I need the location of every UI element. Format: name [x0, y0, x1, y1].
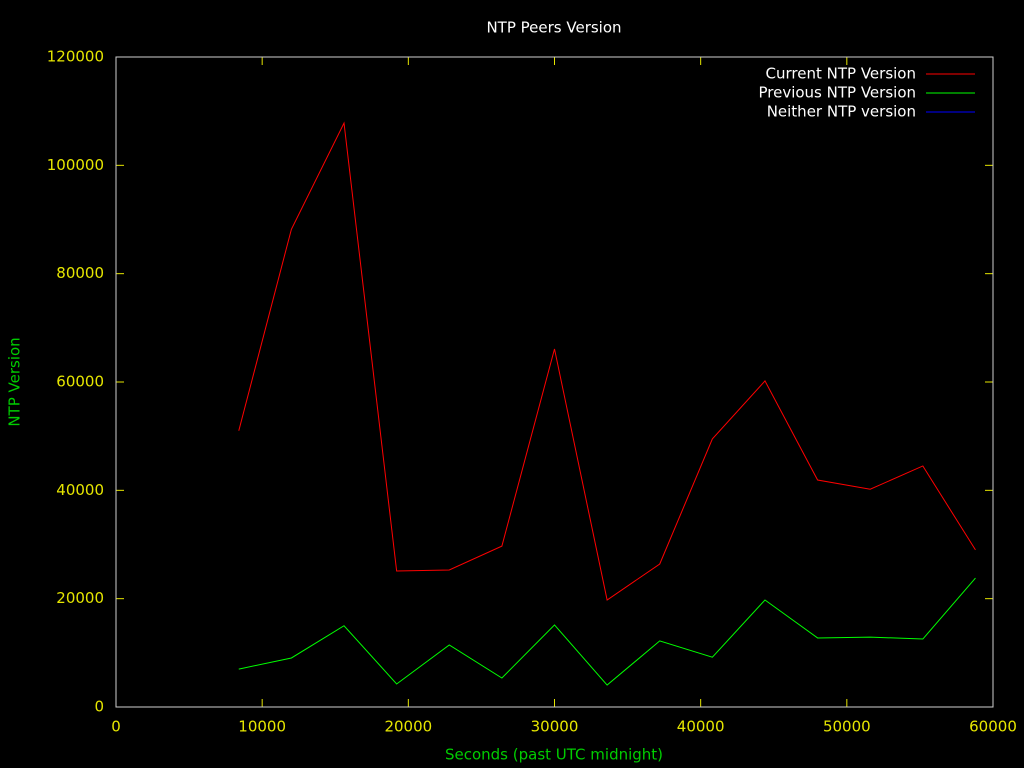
plot-border: [115, 56, 994, 708]
x-tick-label: 20000: [384, 718, 432, 736]
y-axis-label: NTP Version: [6, 337, 24, 426]
legend-label: Current NTP Version: [766, 65, 916, 83]
x-tick-label: 50000: [823, 718, 871, 736]
y-tick-label: 60000: [56, 373, 104, 391]
legend-label: Neither NTP version: [767, 103, 916, 121]
y-tick-label: 40000: [56, 481, 104, 499]
x-tick-label: 30000: [531, 718, 579, 736]
legend-label: Previous NTP Version: [758, 84, 916, 102]
x-tick-label: 60000: [969, 718, 1017, 736]
x-tick-label: 10000: [238, 718, 286, 736]
series-line: [238, 577, 976, 686]
y-tick-label: 100000: [47, 156, 104, 174]
y-tick-label: 0: [94, 698, 104, 716]
x-axis-label: Seconds (past UTC midnight): [445, 746, 663, 764]
chart-title: NTP Peers Version: [486, 19, 621, 37]
y-tick-label: 20000: [56, 589, 104, 607]
y-tick-label: 80000: [56, 264, 104, 282]
y-tick-label: 120000: [47, 48, 104, 66]
x-tick-label: 0: [111, 718, 121, 736]
series-line: [238, 121, 976, 601]
x-tick-label: 40000: [677, 718, 725, 736]
